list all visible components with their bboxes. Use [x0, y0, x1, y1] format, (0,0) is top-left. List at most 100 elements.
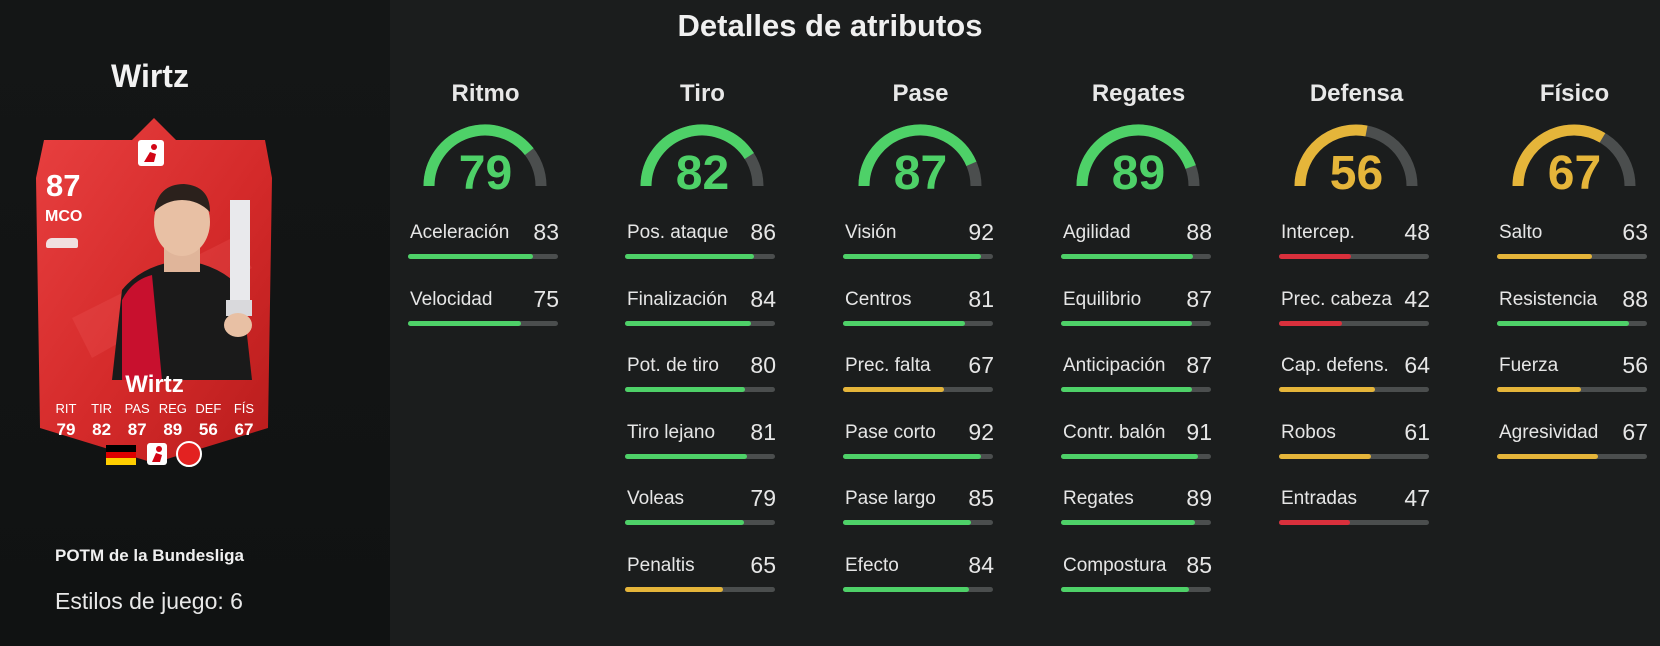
- stat-row[interactable]: Tiro lejano 81: [625, 418, 780, 462]
- stat-bar-fill: [1061, 387, 1192, 392]
- category-name: Físico: [1539, 80, 1610, 107]
- category-value: 79: [458, 147, 513, 200]
- stat-row[interactable]: Velocidad 75: [408, 286, 563, 329]
- gauge-fill: [640, 124, 754, 187]
- stat-name: Prec. cabeza: [1281, 288, 1392, 310]
- player-panel: Wirtz 87 MCO: [0, 0, 390, 646]
- stat-row[interactable]: Efecto 84: [843, 551, 998, 595]
- stat-row[interactable]: Regates 89: [1061, 485, 1216, 528]
- playstyles-count[interactable]: Estilos de juego: 6: [55, 588, 243, 614]
- stat-row[interactable]: Intercep. 48: [1279, 219, 1434, 262]
- stat-row[interactable]: Prec. cabeza 42: [1279, 285, 1434, 329]
- stat-value: 79: [750, 485, 776, 511]
- stat-value: 64: [1404, 352, 1430, 378]
- category-name: Defensa: [1309, 80, 1404, 107]
- stat-row[interactable]: Resistencia 88: [1497, 286, 1652, 329]
- stat-bar-track: [843, 453, 993, 459]
- stat-row[interactable]: Robos 61: [1279, 418, 1434, 462]
- card-stat-value: 89: [163, 420, 183, 439]
- stat-bar-fill: [843, 520, 971, 525]
- stat-bar-fill: [843, 387, 944, 392]
- stat-bar-fill: [1497, 320, 1629, 326]
- stat-name: Tiro lejano: [627, 421, 716, 443]
- stat-row[interactable]: Finalización 84: [625, 286, 780, 329]
- card-stat-label: REG: [158, 401, 187, 416]
- stat-bar-track: [625, 586, 775, 592]
- stat-row[interactable]: Salto 63: [1497, 219, 1652, 262]
- stat-bar-fill: [1279, 387, 1375, 392]
- stat-row[interactable]: Aceleración 83: [408, 219, 563, 262]
- stat-row[interactable]: Penaltis 65: [625, 552, 780, 595]
- player-portrait: [112, 184, 252, 380]
- stat-value: 87: [1186, 352, 1212, 378]
- card-stat-labels: RIT TIR PAS REG DEF FÍS: [50, 401, 260, 416]
- stat-name: Equilibrio: [1063, 288, 1142, 310]
- stat-value: 67: [968, 352, 994, 378]
- stat-row[interactable]: Pot. de tiro 80: [625, 352, 780, 395]
- stat-row[interactable]: Pase largo 85: [843, 485, 998, 528]
- card-stat-label: FÍS: [233, 401, 255, 416]
- stat-row[interactable]: Pos. ataque 86: [625, 219, 780, 262]
- category-value: 89: [1111, 147, 1166, 200]
- card-rating: 87: [46, 168, 81, 203]
- stat-name: Efecto: [845, 554, 899, 576]
- stat-value: 81: [750, 418, 776, 445]
- stat-row[interactable]: Centros 81: [843, 286, 998, 329]
- stat-value: 61: [1404, 418, 1430, 445]
- stat-name: Visión: [845, 222, 897, 243]
- card-stat-value: 82: [92, 420, 112, 439]
- category-name: Tiro: [680, 80, 725, 107]
- stat-bar-track: [843, 586, 993, 592]
- stat-row[interactable]: Entradas 47: [1279, 485, 1434, 528]
- stat-bar-fill: [843, 320, 965, 326]
- stat-bar-track: [1497, 254, 1647, 259]
- stat-row[interactable]: Equilibrio 87: [1061, 286, 1216, 329]
- stat-bar-track: [1061, 453, 1211, 459]
- stat-value: 48: [1404, 219, 1430, 245]
- card-stat-value: 79: [56, 420, 76, 439]
- stat-row[interactable]: Agilidad 88: [1061, 219, 1216, 262]
- stat-row[interactable]: Fuerza 56: [1497, 352, 1652, 395]
- category-value: 56: [1329, 147, 1384, 200]
- stat-row[interactable]: Voleas 79: [625, 485, 780, 528]
- stat-bar-track: [1279, 520, 1429, 525]
- stat-bar-track: [1061, 254, 1211, 259]
- card-position: MCO: [45, 208, 83, 225]
- stat-bar-fill: [625, 586, 723, 592]
- stat-row[interactable]: Agresividad 67: [1497, 419, 1652, 462]
- stat-row[interactable]: Anticipación 87: [1061, 352, 1216, 395]
- stat-bar-track: [625, 254, 775, 259]
- stat-row[interactable]: Cap. defens. 64: [1279, 352, 1434, 395]
- stat-name: Compostura: [1063, 554, 1167, 576]
- club-badge-icon: [176, 441, 202, 467]
- stat-row[interactable]: Prec. falta 67: [843, 352, 998, 395]
- stat-row[interactable]: Pase corto 92: [843, 419, 998, 462]
- stat-value: 84: [968, 551, 994, 578]
- stat-name: Prec. falta: [845, 355, 931, 376]
- stat-bar-fill: [625, 520, 744, 525]
- category-value: 67: [1547, 147, 1602, 200]
- card-stat-label: TIR: [91, 401, 113, 416]
- gauge-fill: [1294, 124, 1368, 187]
- stat-bar-track: [1061, 586, 1211, 592]
- stat-row[interactable]: Visión 92: [843, 219, 998, 262]
- stat-row[interactable]: Contr. balón 91: [1061, 419, 1216, 462]
- stat-value: 42: [1404, 285, 1430, 312]
- gauge-fill: [1076, 124, 1196, 187]
- stat-bar-track: [1279, 320, 1429, 326]
- stat-name: Regates: [1063, 488, 1134, 509]
- stat-name: Agilidad: [1063, 222, 1131, 243]
- stat-bar-fill: [1497, 254, 1592, 259]
- stat-bar-track: [408, 254, 558, 259]
- stat-value: 47: [1404, 485, 1430, 511]
- league-badge-icon: [147, 443, 167, 465]
- stat-bar-fill: [625, 387, 745, 392]
- stat-bar-track: [843, 254, 993, 259]
- stat-name: Pos. ataque: [627, 222, 729, 243]
- stat-bar-fill: [1497, 453, 1598, 459]
- player-card[interactable]: 87 MCO Wirtz RIT TIR PAS REG DEF FÍS 79 …: [32, 118, 277, 488]
- stat-bar-fill: [1061, 254, 1193, 259]
- stat-row[interactable]: Compostura 85: [1061, 552, 1216, 595]
- stat-bar-fill: [1279, 320, 1342, 326]
- stat-bar-fill: [843, 453, 981, 459]
